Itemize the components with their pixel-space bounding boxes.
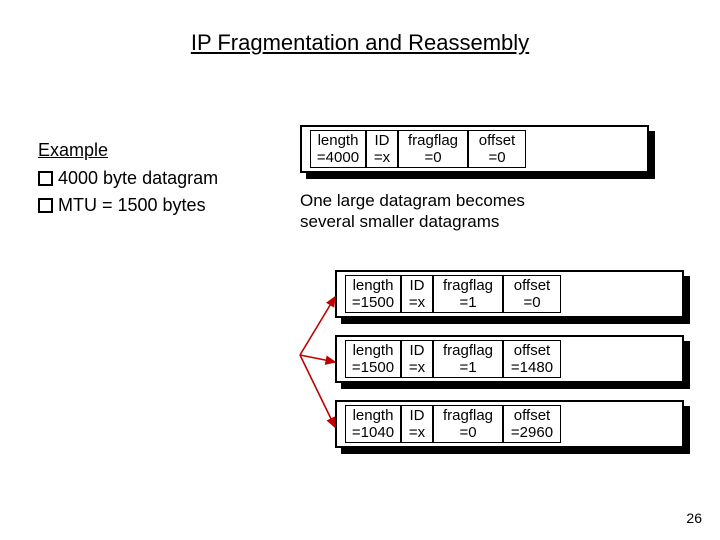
cell-length: length=4000 bbox=[310, 130, 366, 169]
cell-fragflag: fragflag=1 bbox=[433, 340, 503, 379]
cell-id: ID=x bbox=[401, 275, 433, 314]
cell-id: ID=x bbox=[401, 340, 433, 379]
datagram-fragment: length=1500 ID=x fragflag=1 offset=1480 bbox=[335, 335, 690, 389]
cell-length: length=1040 bbox=[345, 405, 401, 444]
page-title: IP Fragmentation and Reassembly bbox=[0, 30, 720, 56]
cell-offset: offset=2960 bbox=[503, 405, 561, 444]
datagram-fragment: length=1040 ID=x fragflag=0 offset=2960 bbox=[335, 400, 690, 454]
page-number: 26 bbox=[686, 510, 702, 526]
cell-id: ID=x bbox=[401, 405, 433, 444]
cell-offset: offset=0 bbox=[503, 275, 561, 314]
cell-fragflag: fragflag=0 bbox=[398, 130, 468, 169]
caption-text: One large datagram becomes several small… bbox=[300, 190, 525, 233]
datagram-fragment: length=1500 ID=x fragflag=1 offset=0 bbox=[335, 270, 690, 324]
cell-fragflag: fragflag=0 bbox=[433, 405, 503, 444]
example-heading: Example bbox=[38, 140, 218, 161]
list-item: 4000 byte datagram bbox=[38, 165, 218, 192]
cell-length: length=1500 bbox=[345, 275, 401, 314]
list-item: MTU = 1500 bytes bbox=[38, 192, 218, 219]
example-list: 4000 byte datagram MTU = 1500 bytes bbox=[38, 165, 218, 219]
cell-id: ID=x bbox=[366, 130, 398, 169]
example-block: Example 4000 byte datagram MTU = 1500 by… bbox=[38, 140, 218, 219]
datagram-original: length=4000 ID=x fragflag=0 offset=0 bbox=[300, 125, 655, 179]
cell-length: length=1500 bbox=[345, 340, 401, 379]
cell-offset: offset=1480 bbox=[503, 340, 561, 379]
cell-offset: offset=0 bbox=[468, 130, 526, 169]
cell-fragflag: fragflag=1 bbox=[433, 275, 503, 314]
